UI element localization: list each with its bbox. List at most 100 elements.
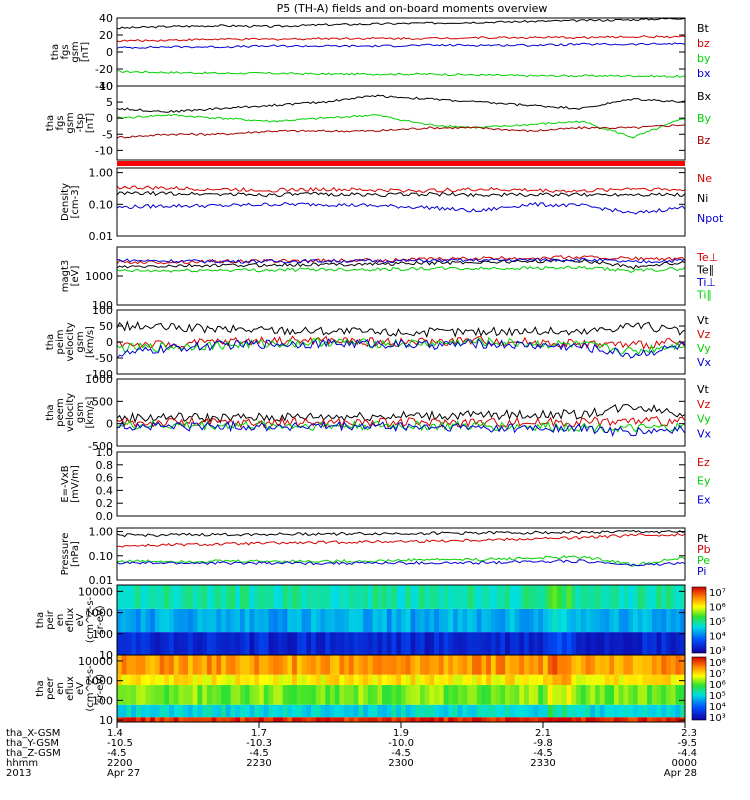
- heatmap-cell: [651, 674, 657, 686]
- y-axis-label: Pressure [nPa]: [60, 533, 81, 576]
- heatmap-cell: [306, 632, 312, 655]
- heatmap-cell: [476, 608, 482, 633]
- heatmap-cell: [415, 685, 421, 705]
- heatmap-cell: [571, 655, 577, 675]
- y-tick-label: 0.4: [96, 484, 114, 497]
- heatmap-cell: [325, 704, 331, 718]
- heatmap-cell: [614, 717, 620, 722]
- heatmap-cell: [358, 655, 364, 675]
- heatmap-cell: [197, 674, 203, 686]
- y-axis-label-line: [nT]: [85, 113, 96, 133]
- heatmap-cell: [221, 632, 227, 655]
- y-tick-label: 100: [92, 694, 113, 707]
- heatmap-cell: [670, 704, 676, 718]
- heatmap-cell: [334, 704, 340, 718]
- heatmap-cell: [363, 608, 369, 633]
- heatmap-cell: [263, 632, 269, 655]
- heatmap-cell: [647, 717, 653, 722]
- heatmap-cell: [135, 685, 142, 705]
- heatmap-cell: [235, 632, 241, 655]
- heatmap-cell: [164, 685, 170, 705]
- heatmap-cell: [311, 632, 317, 655]
- heatmap-cell: [225, 585, 231, 609]
- heatmap-cell: [296, 608, 302, 633]
- heatmap-cell: [628, 717, 634, 722]
- colorbar-tick-label: 10⁸: [709, 658, 726, 669]
- heatmap-cell: [557, 717, 563, 722]
- heatmap-cell: [481, 704, 487, 718]
- heatmap-cell: [533, 655, 539, 675]
- heatmap-cell: [656, 608, 662, 633]
- heatmap-cell: [618, 585, 624, 609]
- heatmap-cell: [282, 717, 288, 722]
- heatmap-cell: [263, 608, 269, 633]
- heatmap-cell: [429, 608, 435, 633]
- x-tick-value: -4.5: [107, 748, 127, 759]
- heatmap-cell: [249, 585, 255, 609]
- heatmap-cell: [476, 717, 482, 722]
- heatmap-cell: [415, 674, 421, 686]
- heatmap-cell: [609, 632, 615, 655]
- heatmap-cell: [225, 655, 231, 675]
- heatmap-cell: [680, 632, 686, 655]
- heatmap-cell: [225, 704, 231, 718]
- heatmap-cell: [566, 632, 572, 655]
- y-axis-label-line: -tsp: [75, 113, 86, 132]
- heatmap-cell: [528, 655, 534, 675]
- heatmap-cell: [472, 608, 478, 633]
- heatmap-cell: [571, 674, 577, 686]
- heatmap-cell: [164, 717, 170, 722]
- heatmap-cell: [637, 655, 643, 675]
- heatmap-cell: [500, 717, 506, 722]
- y-tick-label: 100: [92, 628, 113, 641]
- heatmap-cell: [320, 704, 326, 718]
- heatmap-cell: [476, 585, 482, 609]
- heatmap-cell: [614, 674, 620, 686]
- heatmap-cell: [405, 632, 411, 655]
- heatmap-cell: [580, 674, 586, 686]
- heatmap-cell: [372, 655, 378, 675]
- heatmap-cell: [382, 585, 388, 609]
- heatmap-cell: [169, 685, 175, 705]
- heatmap-cell: [457, 655, 463, 675]
- heatmap-cell: [618, 608, 624, 633]
- x-tick-value: 2.3: [681, 728, 697, 739]
- heatmap-cell: [495, 717, 501, 722]
- heatmap-cell: [382, 717, 388, 722]
- panel-frame: [116, 85, 686, 161]
- heatmap-cell: [254, 704, 260, 718]
- heatmap-cell: [566, 717, 572, 722]
- heatmap-cell: [438, 655, 444, 675]
- heatmap-cell: [514, 674, 520, 686]
- heatmap-cell: [140, 704, 146, 718]
- y-axis-label-line: peir: [45, 609, 56, 629]
- heatmap-cell: [680, 585, 686, 609]
- heatmap-cell: [320, 585, 326, 609]
- heatmap-cell: [273, 655, 279, 675]
- heatmap-cell: [150, 704, 156, 718]
- heatmap-cell: [576, 608, 582, 633]
- legend-Pe: Pe: [697, 554, 710, 567]
- heatmap-cell: [353, 717, 359, 722]
- heatmap-cell: [188, 632, 194, 655]
- heatmap-cell: [173, 674, 179, 686]
- heatmap-cell: [410, 674, 416, 686]
- heatmap-cell: [585, 704, 591, 718]
- heatmap-cell: [273, 585, 279, 609]
- heatmap-cell: [457, 685, 463, 705]
- colorbar-tick-label: 10³: [709, 713, 726, 724]
- heatmap-cell: [590, 585, 596, 609]
- heatmap-cell: [396, 585, 402, 609]
- heatmap-cell: [296, 632, 302, 655]
- heatmap-cell: [462, 685, 468, 705]
- heatmap-cell: [519, 674, 525, 686]
- heatmap-cell: [467, 608, 473, 633]
- x-tick-value: -9.8: [533, 738, 553, 749]
- heatmap-cell: [396, 717, 402, 722]
- heatmap-cell: [235, 585, 241, 609]
- heatmap-cell: [448, 704, 454, 718]
- heatmap-cell: [500, 685, 506, 705]
- heatmap-cell: [150, 674, 156, 686]
